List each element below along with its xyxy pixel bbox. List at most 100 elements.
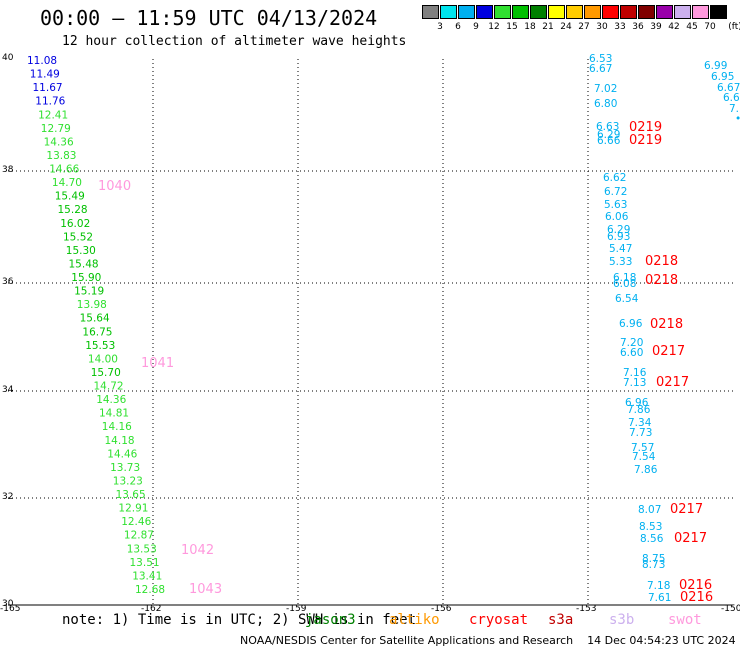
swh-value: 15.19 [74, 286, 104, 298]
swh-value: 12.41 [38, 109, 68, 121]
legend-swatch [602, 5, 619, 19]
swh-value: 11.67 [33, 82, 63, 94]
lon-label: -156 [431, 604, 452, 614]
swh-value: 12.46 [121, 516, 151, 528]
swh-value: 7.86 [627, 404, 651, 416]
swh-value: 16.02 [60, 218, 90, 230]
swh-value: 6.54 [615, 293, 639, 305]
swh-value: 11.08 [27, 55, 57, 67]
swh-value: 6.08 [613, 278, 636, 290]
lon-label: -150 [721, 604, 740, 614]
swh-value: 7.02 [594, 83, 617, 95]
swh-value: 7.61 [648, 592, 671, 604]
swh-value: 7.13 [623, 377, 646, 389]
time-label: 0217 [670, 502, 703, 517]
swh-value: 13.23 [113, 476, 143, 488]
swh-value: 13.98 [77, 299, 107, 311]
legend-swatch [422, 5, 439, 19]
swh-value: 15.90 [71, 272, 101, 284]
swh-value: 13.53 [127, 543, 157, 555]
swh-value: 14.72 [94, 381, 124, 393]
swh-value: 11.49 [30, 69, 60, 81]
swh-value: 6.53 [589, 53, 612, 65]
swh-value: 6.63 [596, 121, 619, 133]
swh-value: 6.72 [604, 186, 627, 198]
lat-label: 38 [2, 165, 14, 175]
page-subtitle: 12 hour collection of altimeter wave hei… [62, 34, 407, 49]
mission-cryosat: cryosat [469, 612, 529, 628]
swh-value: 13.51 [130, 557, 160, 569]
swh-value: 6.29 [607, 224, 630, 236]
time-label: 0219 [629, 133, 662, 148]
swh-value: 7.16 [623, 367, 647, 379]
lon-label: -162 [141, 604, 161, 614]
swh-value: 15.53 [85, 340, 115, 352]
swh-value: 13.65 [116, 489, 146, 501]
time-label: 0219 [629, 120, 662, 135]
time-label: 1041 [141, 356, 174, 371]
swh-value: 6.67 [589, 63, 612, 75]
swh-value: 15.64 [80, 313, 110, 325]
swh-value: 14.36 [44, 136, 74, 148]
mission-s3b: s3b [609, 612, 635, 628]
time-label: 0217 [652, 344, 685, 359]
swh-value: 12.91 [118, 503, 148, 515]
swh-value: 6.62 [603, 172, 626, 184]
swh-value: 6.06 [605, 211, 629, 223]
swh-value: 5.33 [609, 256, 632, 268]
legend-label: 15 [506, 22, 518, 32]
swh-value: 14.00 [88, 353, 118, 365]
legend-swatch [692, 5, 709, 19]
swh-value: 8.53 [639, 521, 662, 533]
legend-label: 12 [488, 22, 500, 32]
swh-value: 14.66 [49, 164, 79, 176]
swh-value: 8.07 [638, 504, 661, 516]
swh-value: 14.81 [99, 408, 129, 420]
swh-value: 13.41 [132, 570, 162, 582]
legend-swatch [656, 5, 673, 19]
axis-labels: 40 38 36 34 32 30-165 -162 -159 -156 -153 -150 [0, 53, 740, 614]
lon-label: -153 [576, 604, 596, 614]
legend-label: 6 [455, 22, 461, 32]
swh-value: 14.46 [107, 448, 137, 460]
legend-label: 42 [668, 22, 680, 32]
legend-label: 45 [686, 22, 698, 32]
time-label: 0218 [645, 273, 678, 288]
credit-line: NOAA/NESDIS Center for Satellite Applica… [240, 634, 736, 647]
lat-label: 30 [2, 599, 14, 609]
swh-value: 7.54 [632, 451, 656, 463]
swh-value: 11.76 [35, 96, 65, 108]
legend-swatch [710, 5, 727, 19]
swh-value: 14.70 [52, 177, 82, 189]
swh-value: 7.86 [634, 464, 658, 476]
lat-label: 40 [2, 53, 14, 63]
footer-note: note: 1) Time is in UTC; 2) SWH is in fe… [62, 612, 417, 628]
swh-value: 12.79 [41, 123, 71, 135]
swh-value: 6.66 [597, 135, 621, 147]
legend-swatch [584, 5, 601, 19]
swh-value: 6.29 [597, 129, 620, 141]
swh-value: 6.96 [619, 318, 643, 330]
swh-value: 7.57 [631, 442, 654, 454]
swh-value: 6.60 [620, 347, 643, 359]
swh-value: 15.28 [58, 204, 88, 216]
swh-value: 14.16 [102, 421, 132, 433]
legend-swatch [548, 5, 565, 19]
swh-value: 5.63 [604, 199, 627, 211]
right-track: 6.536.677.026.806.636.296.666.626.725.63… [589, 53, 740, 605]
lon-label: -159 [286, 604, 307, 614]
time-label: 0217 [674, 531, 707, 546]
page-title: 00:00 — 11:59 UTC 04/13/2024 [40, 6, 378, 30]
legend-swatch [512, 5, 529, 19]
swh-value-clipped: • [735, 113, 740, 125]
time-label: 0216 [680, 590, 713, 605]
swh-value: 12.68 [135, 584, 165, 596]
legend-label: 30 [596, 22, 608, 32]
legend-label: 33 [614, 22, 626, 32]
time-label: 1040 [98, 179, 131, 194]
swh-value: 7.73 [629, 427, 652, 439]
swh-value: 13.83 [46, 150, 76, 162]
swh-value: 8.56 [640, 533, 664, 545]
lat-label: 34 [2, 385, 14, 395]
